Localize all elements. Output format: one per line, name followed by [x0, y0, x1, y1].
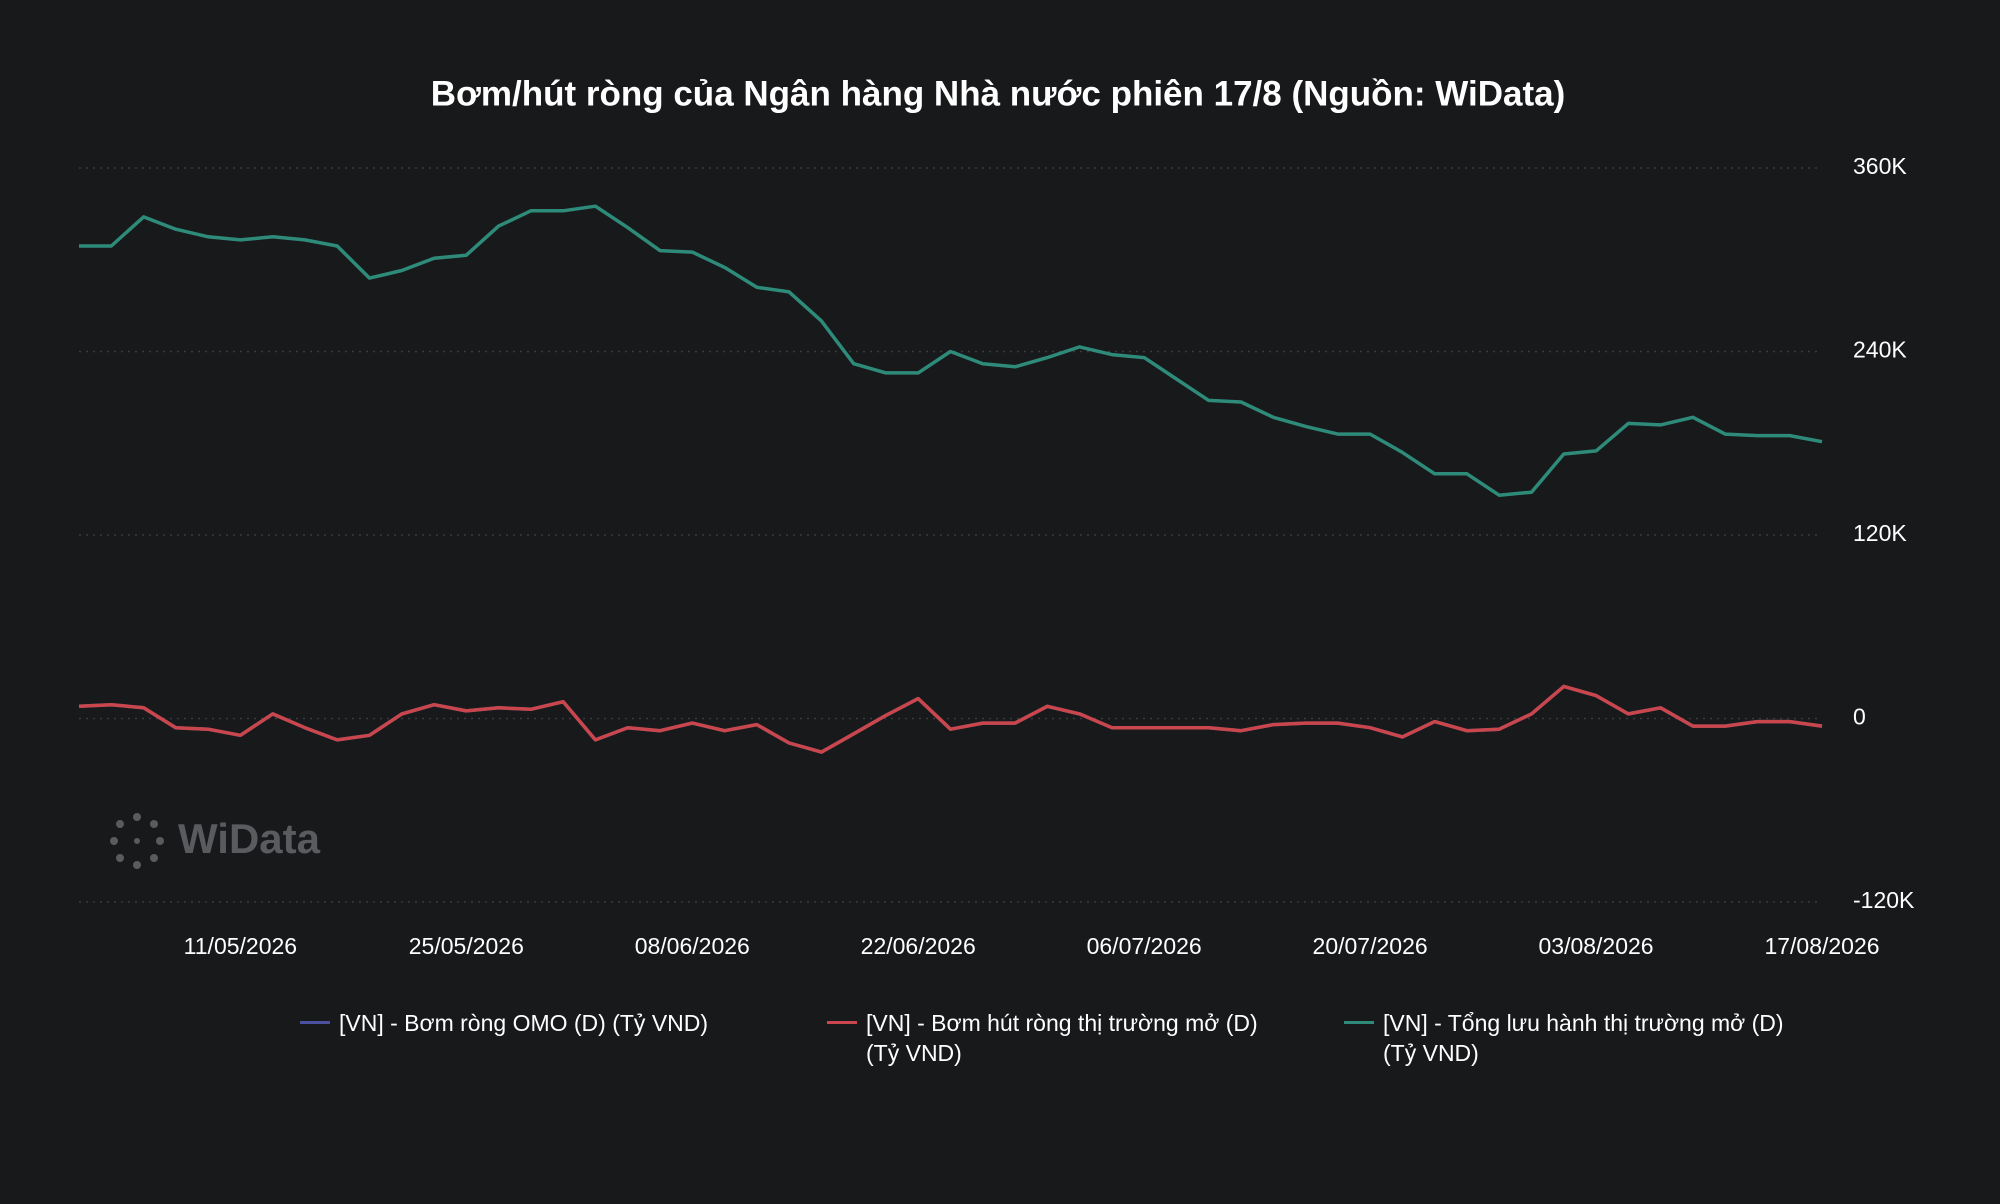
watermark: WiData	[178, 815, 321, 862]
series-line	[78, 684, 1823, 754]
legend-item: [VN] - Tổng lưu hành thị trường mở (D) (…	[1344, 1008, 1803, 1068]
y-tick-label: 240K	[1853, 337, 1907, 363]
legend-item: [VN] - Bơm hút ròng thị trường mở (D) (T…	[827, 1008, 1286, 1068]
chart-title: Bơm/hút ròng của Ngân hàng Nhà nước phiê…	[431, 74, 1566, 113]
x-tick-label: 08/06/2026	[635, 933, 750, 959]
legend-swatch	[1344, 1021, 1374, 1024]
legend-item: [VN] - Bơm ròng OMO (D) (Tỷ VND)	[300, 1008, 769, 1068]
x-tick-label: 06/07/2026	[1087, 933, 1202, 959]
y-tick-label: 0	[1853, 704, 1866, 730]
y-tick-label: 120K	[1853, 520, 1907, 546]
x-tick-label: 03/08/2026	[1538, 933, 1653, 959]
legend-swatch	[827, 1021, 857, 1024]
legend-label: [VN] - Tổng lưu hành thị trường mở (D) (…	[1383, 1010, 1784, 1066]
series-line	[79, 204, 1823, 497]
legend-label: [VN] - Bơm ròng OMO (D) (Tỷ VND)	[339, 1010, 709, 1036]
x-tick-label: 20/07/2026	[1313, 933, 1428, 959]
y-tick-label: -120K	[1853, 887, 1915, 913]
watermark-logo	[110, 813, 164, 869]
legend-label: [VN] - Bơm hút ròng thị trường mở (D) (T…	[866, 1010, 1258, 1066]
legend: [VN] - Bơm ròng OMO (D) (Tỷ VND) [VN] - B…	[300, 1008, 1803, 1068]
x-tick-label: 17/08/2026	[1764, 933, 1879, 959]
series-line	[78, 684, 1823, 754]
legend-swatch	[300, 1021, 330, 1024]
y-tick-label: 360K	[1853, 153, 1907, 179]
chart: Bơm/hút ròng của Ngân hàng Nhà nước phiê…	[78, 74, 1915, 959]
x-tick-label: 11/05/2026	[184, 933, 297, 959]
x-tick-label: 25/05/2026	[409, 933, 524, 959]
x-tick-label: 22/06/2026	[861, 933, 976, 959]
